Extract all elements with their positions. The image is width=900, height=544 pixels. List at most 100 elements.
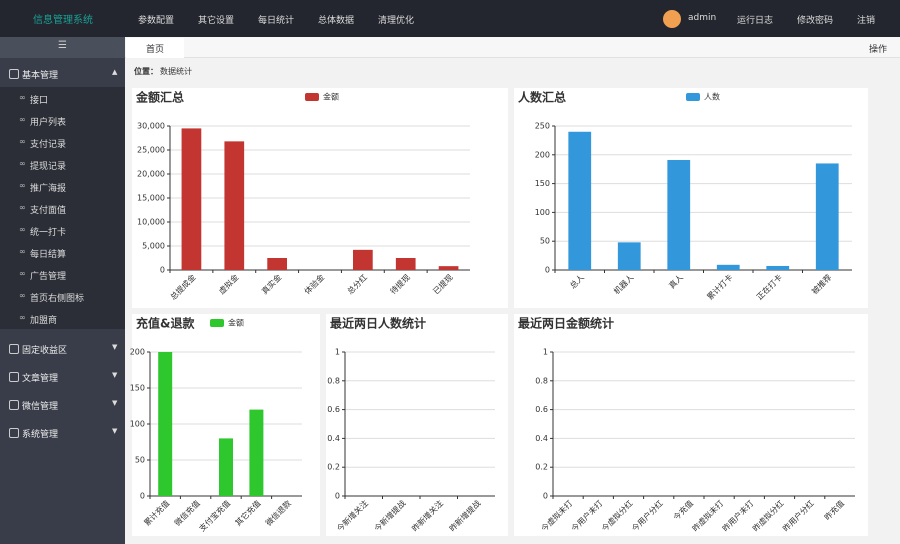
menu-item[interactable]: 加盟商 (30, 316, 58, 326)
menu-icon (9, 372, 19, 382)
y-tick-label: 100 (535, 208, 550, 217)
menu-group-bg (0, 62, 125, 84)
menu-icon (9, 69, 19, 79)
bar (267, 258, 287, 270)
menu-arrow: ▲ (112, 68, 118, 76)
y-tick-label: 0.2 (535, 463, 548, 472)
bar (158, 352, 173, 496)
menu-group[interactable]: 文章管理 (22, 374, 59, 384)
legend-label: 金额 (323, 92, 339, 102)
user-name[interactable]: admin (688, 13, 717, 23)
y-tick-label: 10,000 (137, 218, 165, 227)
link-icon: ∞ (19, 115, 26, 124)
link-icon: ∞ (19, 225, 26, 234)
y-tick-label: 0.6 (535, 405, 548, 414)
bar (219, 438, 233, 496)
menu-item[interactable]: 首页右侧图标 (30, 294, 85, 304)
nav-item[interactable]: 总体数据 (318, 16, 355, 26)
y-tick-label: 1 (543, 348, 548, 357)
menu-item[interactable]: 支付面值 (30, 206, 67, 216)
header-link[interactable]: 运行日志 (737, 16, 774, 26)
legend-label: 人数 (704, 92, 720, 102)
y-tick-label: 0 (140, 492, 145, 501)
bar (249, 409, 264, 496)
active-tab-bg (126, 38, 184, 58)
y-tick-label: 30,000 (137, 122, 165, 131)
link-icon: ∞ (19, 269, 26, 278)
y-tick-label: 200 (130, 348, 145, 357)
y-tick-label: 15,000 (137, 194, 165, 203)
breadcrumb-label: 位置： (134, 67, 158, 76)
link-icon: ∞ (19, 313, 26, 322)
chart-title: 人数汇总 (518, 90, 566, 105)
y-tick-label: 50 (135, 456, 145, 465)
tab[interactable]: 首页 (146, 45, 165, 55)
chart-card (514, 88, 868, 308)
y-tick-label: 0.4 (327, 434, 340, 443)
bar (716, 264, 740, 270)
avatar[interactable] (663, 10, 681, 28)
menu-group[interactable]: 基本管理 (22, 71, 59, 81)
menu-item[interactable]: 支付记录 (30, 140, 67, 150)
legend-swatch (686, 93, 700, 101)
legend-label: 金额 (228, 318, 244, 328)
menu-item[interactable]: 接口 (30, 96, 49, 106)
menu-arrow: ▼ (112, 371, 118, 379)
bar (568, 131, 592, 270)
legend-swatch (210, 319, 224, 327)
y-tick-label: 0 (543, 492, 548, 501)
menu-group[interactable]: 固定收益区 (22, 346, 68, 356)
top-bar (0, 0, 900, 37)
link-icon: ∞ (19, 93, 26, 102)
y-tick-label: 0 (335, 492, 340, 501)
tab-action[interactable]: 操作 (869, 45, 888, 55)
menu-group[interactable]: 微信管理 (22, 402, 59, 412)
menu-item[interactable]: 每日结算 (30, 250, 67, 260)
link-icon: ∞ (19, 137, 26, 146)
bar (224, 141, 245, 270)
breadcrumb-page: 数据统计 (160, 67, 192, 76)
menu-icon (9, 428, 19, 438)
chart-title: 最近两日金额统计 (518, 316, 614, 331)
chart-title: 金额汇总 (135, 90, 184, 105)
submenu-bg (0, 87, 125, 329)
nav-item[interactable]: 每日统计 (258, 16, 295, 26)
y-tick-label: 0.2 (327, 463, 340, 472)
y-tick-label: 100 (130, 420, 145, 429)
y-tick-label: 250 (535, 122, 550, 131)
y-tick-label: 20,000 (137, 170, 165, 179)
menu-item[interactable]: 推广海报 (30, 184, 67, 194)
nav-item[interactable]: 其它设置 (198, 16, 235, 26)
y-tick-label: 5,000 (142, 242, 165, 251)
header-link[interactable]: 修改密码 (797, 16, 834, 26)
chart-title: 最近两日人数统计 (330, 316, 426, 331)
bar (438, 266, 459, 270)
sidebar-toggle[interactable]: ☰ (0, 37, 125, 58)
bar (667, 159, 691, 270)
y-tick-label: 0.6 (327, 405, 340, 414)
menu-item[interactable]: 提现记录 (30, 162, 67, 172)
header-link[interactable]: 注销 (857, 16, 876, 26)
y-tick-label: 25,000 (137, 146, 165, 155)
y-tick-label: 0.8 (327, 376, 340, 385)
menu-item[interactable]: 广告管理 (30, 272, 67, 282)
link-icon: ∞ (19, 291, 26, 300)
link-icon: ∞ (19, 247, 26, 256)
legend-swatch (305, 93, 319, 101)
y-tick-label: 0 (160, 266, 165, 275)
menu-group[interactable]: 系统管理 (22, 430, 59, 440)
y-tick-label: 1 (335, 348, 340, 357)
menu-item[interactable]: 统一打卡 (30, 228, 67, 238)
bar (181, 128, 202, 270)
menu-group-bg (0, 421, 125, 443)
tab-bar (125, 37, 900, 58)
menu-item[interactable]: 用户列表 (30, 118, 67, 128)
y-tick-label: 200 (535, 150, 550, 159)
bar (766, 265, 790, 270)
nav-item[interactable]: 参数配置 (138, 16, 175, 26)
menu-arrow: ▼ (112, 343, 118, 351)
nav-item[interactable]: 清理优化 (378, 16, 415, 26)
menu-arrow: ▼ (112, 427, 118, 435)
